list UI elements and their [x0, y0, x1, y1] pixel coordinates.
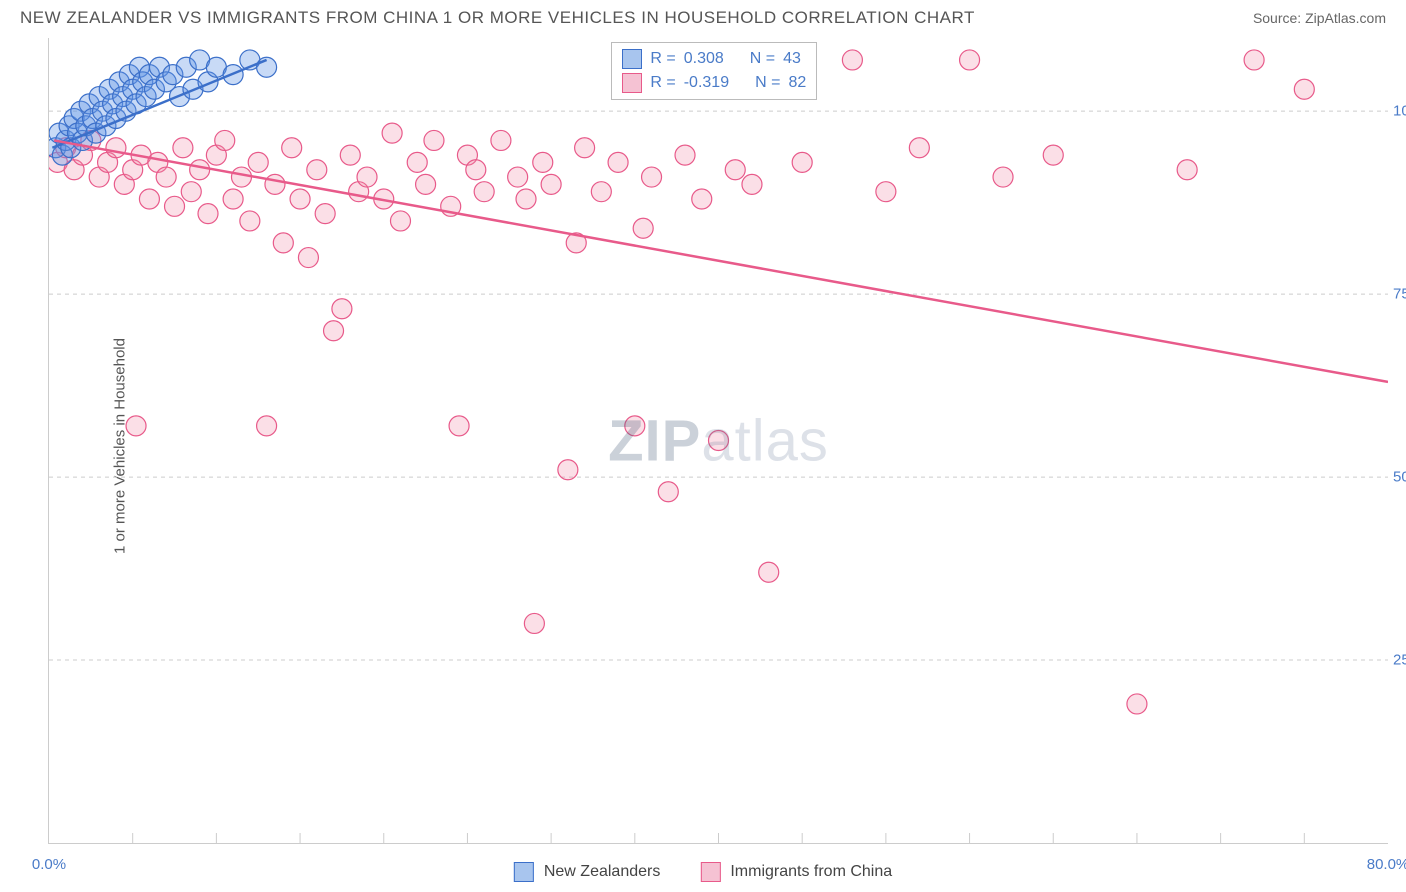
swatch-series-1: [622, 73, 642, 93]
legend-label-series-1: Immigrants from China: [730, 863, 892, 881]
legend-item-series-0: New Zealanders: [514, 862, 661, 882]
swatch-series-1-b: [700, 862, 720, 882]
y-tick-label: 50.0%: [1393, 469, 1406, 486]
swatch-series-0: [622, 49, 642, 69]
y-tick-label: 25.0%: [1393, 652, 1406, 669]
legend-row-series-1: R = -0.319 N = 82: [622, 71, 806, 95]
x-tick-label: 0.0%: [32, 856, 66, 873]
swatch-series-0-b: [514, 862, 534, 882]
chart-title: NEW ZEALANDER VS IMMIGRANTS FROM CHINA 1…: [20, 8, 975, 28]
chart-svg: [49, 38, 1388, 843]
chart-plot-area: ZIPatlas R = 0.308 N = 43 R = -0.319 N =…: [48, 38, 1388, 844]
series-legend: New Zealanders Immigrants from China: [514, 862, 892, 882]
y-tick-label: 75.0%: [1393, 286, 1406, 303]
correlation-legend: R = 0.308 N = 43 R = -0.319 N = 82: [611, 42, 817, 100]
legend-row-series-0: R = 0.308 N = 43: [622, 47, 806, 71]
legend-item-series-1: Immigrants from China: [700, 862, 892, 882]
legend-label-series-0: New Zealanders: [544, 863, 661, 881]
x-tick-label: 80.0%: [1367, 856, 1406, 873]
y-tick-label: 100.0%: [1393, 103, 1406, 120]
source-label: Source: ZipAtlas.com: [1253, 10, 1386, 26]
